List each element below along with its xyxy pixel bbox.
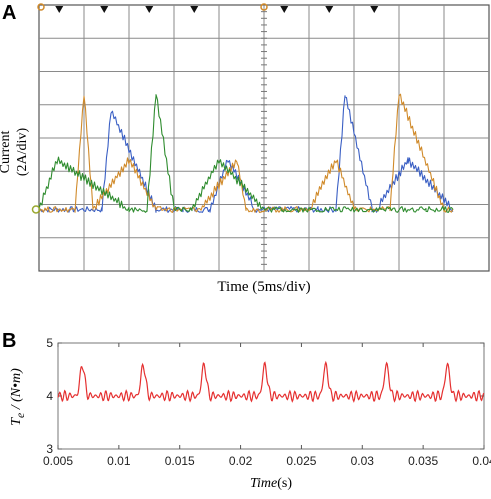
- time-origin-marker: [37, 3, 45, 11]
- torque-trace: [57, 360, 485, 403]
- torque-x-tick-label: 0.03: [351, 454, 375, 468]
- current-trace-3: [38, 94, 454, 213]
- trigger-marker: [280, 6, 289, 13]
- oscilloscope-chart: [31, 3, 490, 272]
- torque-x-tick-label: 0.005: [43, 454, 73, 468]
- trigger-position-marker: [260, 3, 268, 11]
- current-trace-2: [38, 93, 454, 213]
- trigger-marker: [145, 6, 154, 13]
- chart-b-x-axis-label: Time(s): [58, 476, 484, 492]
- torque-chart: 0.005 0.01 0.015 0.02 0.025 0.03 0.035 0.04 3 4 5: [43, 336, 491, 468]
- panel-label-b: B: [2, 330, 17, 352]
- chart-b-x-label-unit: (s): [277, 476, 292, 491]
- torque-x-tick-label: 0.015: [165, 454, 195, 468]
- torque-x-tick-label: 0.02: [229, 454, 253, 468]
- torque-x-tick-label: 0.01: [107, 454, 131, 468]
- torque-y-tick-label: 4: [46, 389, 53, 403]
- trigger-marker: [325, 6, 334, 13]
- panel-label-a: A: [2, 2, 17, 24]
- channel-ground-marker: [31, 205, 41, 214]
- torque-x-tick-label: 0.025: [286, 454, 316, 468]
- torque-y-tick-label: 3: [46, 442, 53, 456]
- chart-a-x-axis-label: Time (5ms/div): [217, 279, 311, 295]
- torque-x-tick-label: 0.035: [408, 454, 438, 468]
- torque-x-tick-label: 0.04: [472, 454, 491, 468]
- chart-b-x-label-text: Time: [249, 476, 278, 491]
- trigger-marker: [190, 6, 199, 13]
- trigger-marker: [55, 6, 64, 13]
- torque-y-tick-label: 5: [46, 336, 53, 350]
- trigger-marker: [100, 6, 109, 13]
- trigger-marker: [370, 6, 379, 13]
